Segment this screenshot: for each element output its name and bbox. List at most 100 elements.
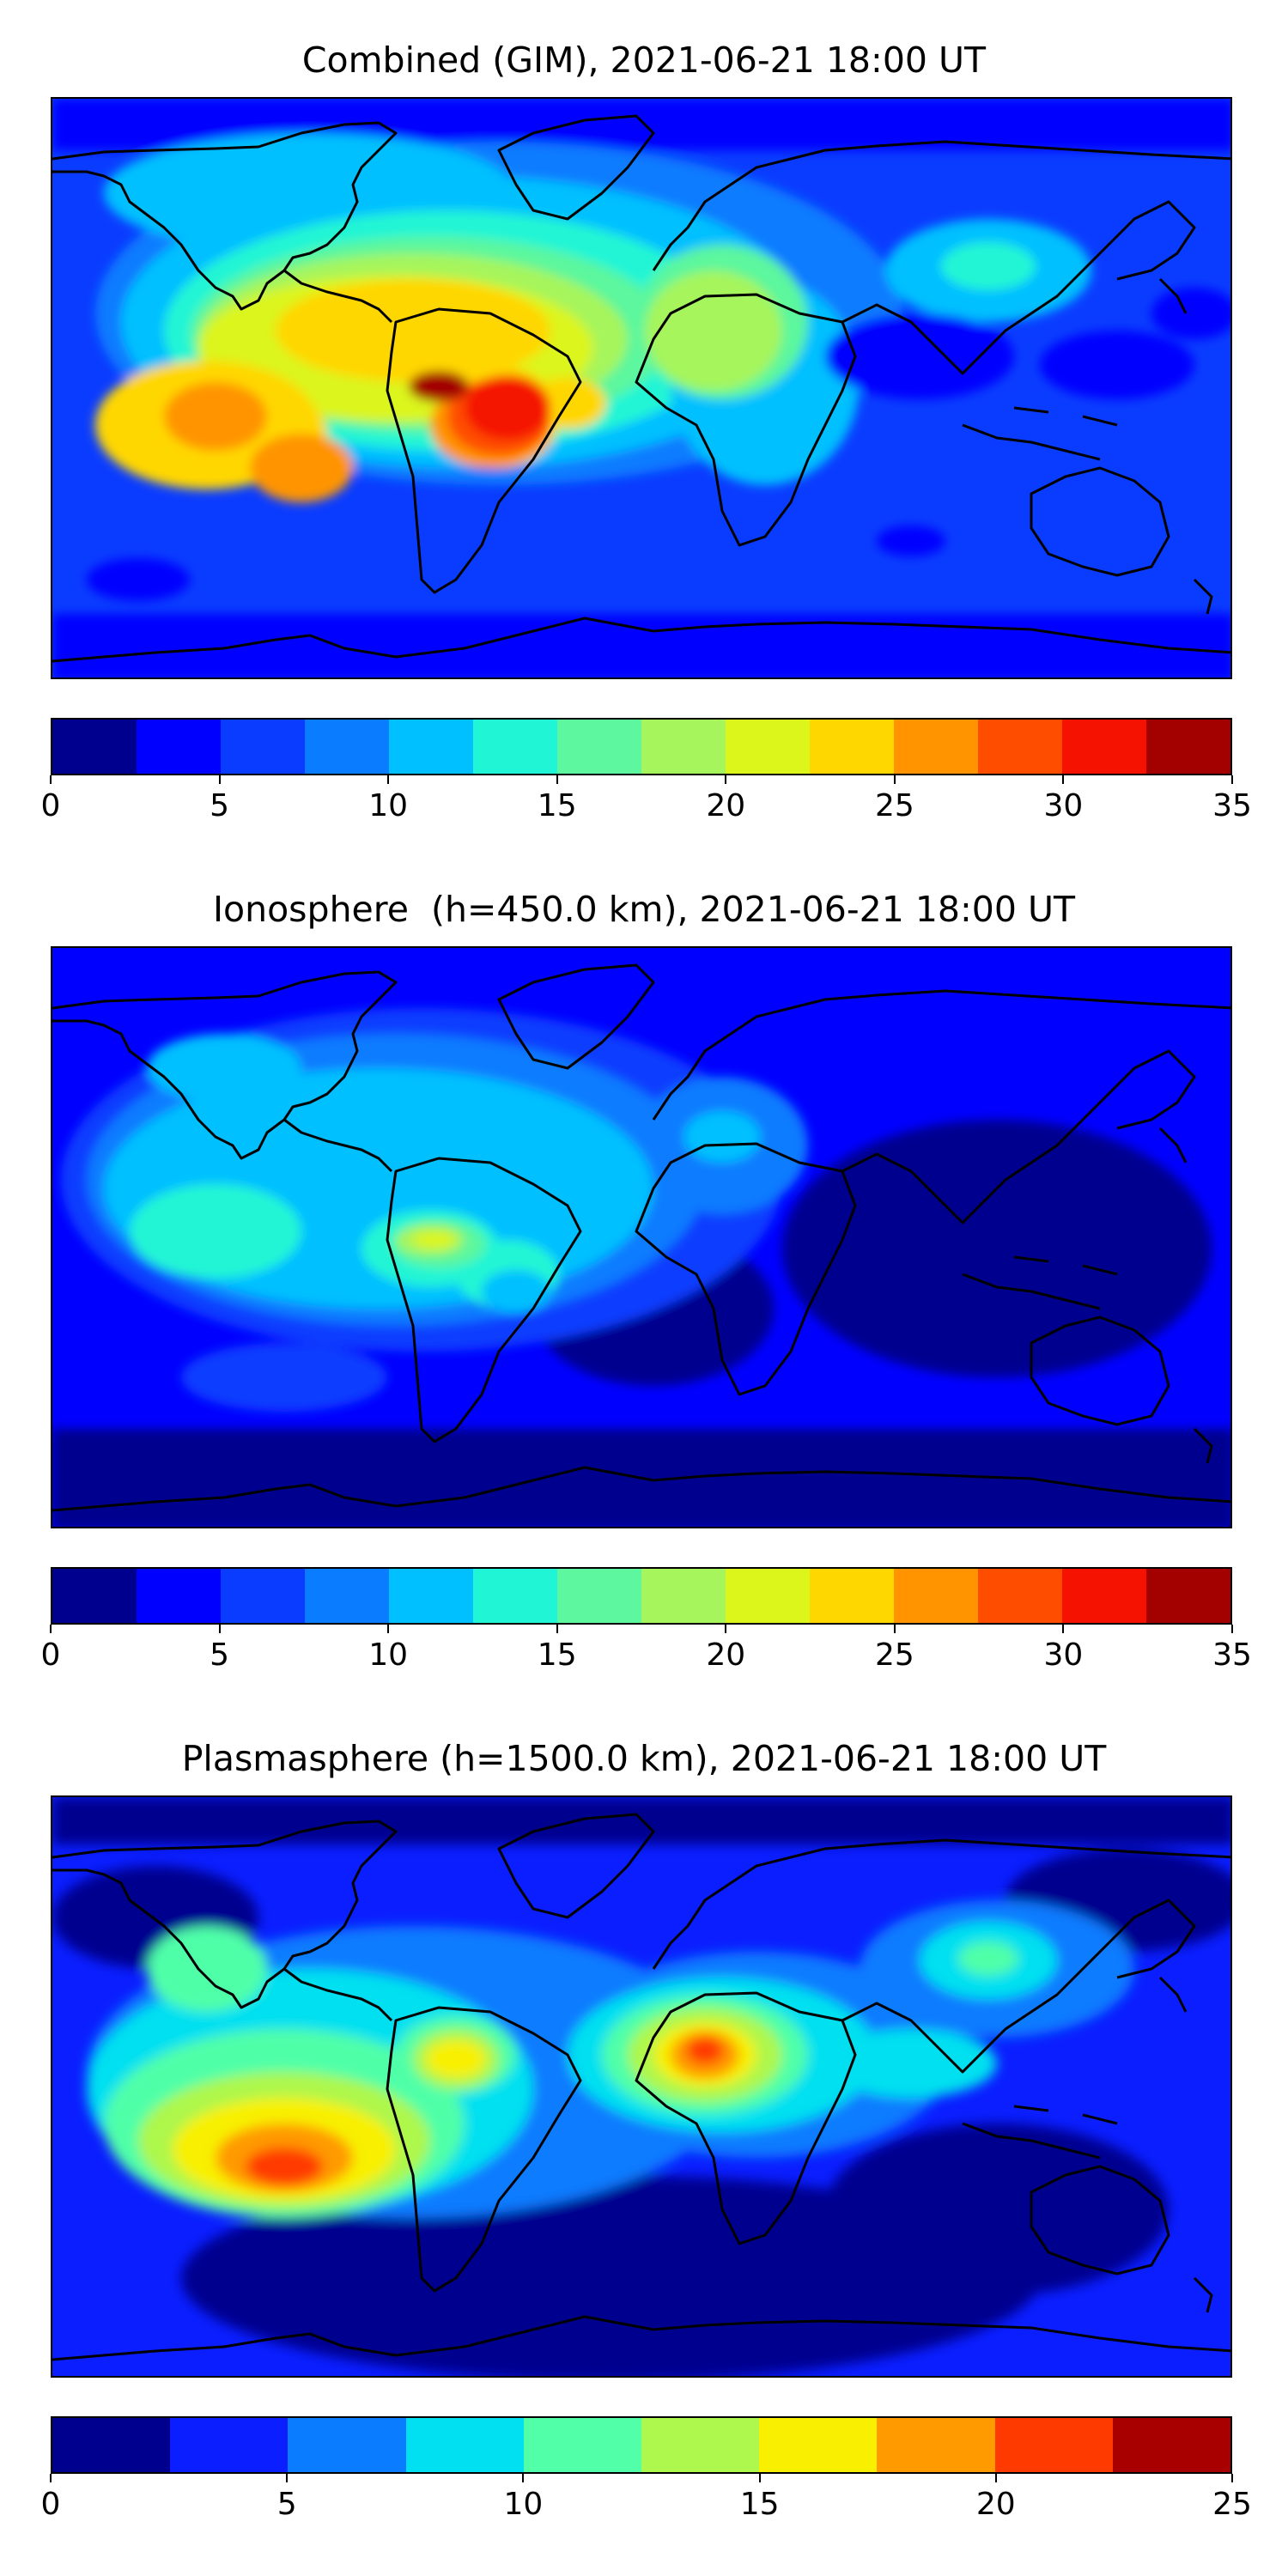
colorbar-segment: [978, 1569, 1062, 1623]
coast-asia: [841, 1899, 1196, 2074]
colorbar-tick-label: 20: [975, 2487, 1016, 2522]
colorbar-segment: [389, 720, 473, 774]
coast-south-america: [386, 1157, 582, 1443]
colorbar-segment: [137, 720, 221, 774]
colorbar-tick-mark: [387, 1625, 390, 1633]
coast-greenland: [497, 114, 655, 221]
colorbar-segment: [557, 720, 641, 774]
colorbar-tick-label: 5: [210, 788, 230, 823]
contour-field: [52, 99, 1230, 677]
colorbar-segment: [877, 2418, 995, 2472]
panel-title: Ionosphere (h=450.0 km), 2021-06-21 18:0…: [212, 889, 1076, 930]
coast-north-america: [52, 121, 398, 311]
colorbar-tick-mark: [1062, 1625, 1065, 1633]
colorbar-tick-label: 35: [1212, 1637, 1252, 1673]
colorbar-segment: [759, 2418, 878, 2472]
colorbar-tick-mark: [893, 775, 896, 784]
coast-nz: [1193, 578, 1213, 615]
colorbar-segment: [305, 1569, 389, 1623]
coast-japan: [1158, 277, 1188, 314]
colorbar-tick-mark: [725, 775, 727, 784]
colorbar-segment: [641, 1569, 726, 1623]
colorbar-segment: [1146, 720, 1230, 774]
coast-antarctica: [52, 617, 1230, 663]
colorbar-segment: [1062, 1569, 1146, 1623]
colorbar-tick-mark: [1231, 1625, 1233, 1633]
colorbar-tick-mark: [286, 2474, 289, 2482]
colorbar-combined: [51, 718, 1232, 775]
tec-map-ionosphere: [51, 946, 1232, 1528]
coast-europe: [652, 140, 1230, 271]
colorbar-segment: [405, 2418, 524, 2472]
coast-africa: [635, 1142, 857, 1396]
colorbar-segment: [523, 2418, 642, 2472]
colorbar-tick-label: 35: [1212, 788, 1252, 823]
tec-map-ionosphere-svg: [52, 948, 1230, 1527]
coast-japan: [1158, 1127, 1188, 1163]
coast-south-america: [386, 2006, 582, 2293]
colorbar-segment: [52, 1569, 137, 1623]
colorbar-segment: [52, 720, 137, 774]
colorbar-tick-label: 5: [276, 2487, 297, 2522]
panel-title: Plasmasphere (h=1500.0 km), 2021-06-21 1…: [181, 1738, 1107, 1779]
colorbar-tick-mark: [1231, 2474, 1233, 2482]
colorbar-tick-label: 0: [40, 2487, 61, 2522]
colorbar-tick-label: 20: [706, 1637, 746, 1673]
colorbar-plasmasphere: [51, 2416, 1232, 2474]
coast-central-america: [283, 1967, 393, 2022]
colorbar-tick-label: 30: [1043, 1637, 1084, 1673]
colorbar-tick-mark: [758, 2474, 761, 2482]
colorbar-tick-label: 25: [874, 1637, 914, 1673]
coast-indonesia: [962, 1255, 1118, 1310]
colorbar-segment: [1062, 720, 1146, 774]
colorbar-segment: [170, 2418, 289, 2472]
coast-indonesia: [962, 2105, 1118, 2160]
panel-title: Combined (GIM), 2021-06-21 18:00 UT: [301, 39, 987, 81]
contour-field: [52, 1797, 1230, 2376]
colorbar-segment: [473, 720, 557, 774]
colorbar-tick-mark: [387, 775, 390, 784]
colorbar-tick-mark: [50, 2474, 52, 2482]
colorbar-segment: [810, 1569, 894, 1623]
tec-map-plasmasphere-svg: [52, 1797, 1230, 2376]
coast-antarctica: [52, 1466, 1230, 1512]
colorbar-tick-label: 10: [368, 1637, 409, 1673]
coastlines: [52, 963, 1230, 1512]
coast-australia: [1030, 2165, 1170, 2275]
colorbar-segment: [52, 2418, 171, 2472]
colorbar-segment: [221, 1569, 305, 1623]
colorbar-segment: [894, 1569, 978, 1623]
coast-australia: [1030, 1315, 1170, 1426]
tec-map-combined-svg: [52, 99, 1230, 677]
colorbar-ticks-ionosphere: 0 5 10 15 20 25 30 35: [41, 1625, 1252, 1676]
colorbar-ticks-plasmasphere: 0 5 10 15 20 25: [41, 2474, 1252, 2525]
coast-asia: [841, 1049, 1196, 1224]
colorbar-tick-mark: [218, 1625, 221, 1633]
colorbar-segment: [726, 1569, 810, 1623]
colorbar-segment: [389, 1569, 473, 1623]
coast-greenland: [497, 1813, 655, 1919]
colorbar-segment: [894, 720, 978, 774]
colorbar-tick-label: 0: [40, 1637, 61, 1673]
colorbar-segment: [473, 1569, 557, 1623]
coast-nz: [1193, 2276, 1213, 2313]
colorbar-tick-mark: [725, 1625, 727, 1633]
coastlines: [52, 1813, 1230, 2361]
colorbar-segment: [305, 720, 389, 774]
colorbar-segment: [1146, 1569, 1230, 1623]
coast-central-america: [283, 269, 393, 324]
colorbar-tick-mark: [522, 2474, 525, 2482]
colorbar-tick-label: 25: [874, 788, 914, 823]
colorbar-segment: [557, 1569, 641, 1623]
colorbar-ionosphere: [51, 1567, 1232, 1625]
coast-nz: [1193, 1427, 1213, 1464]
colorbar-tick-label: 0: [40, 788, 61, 823]
coast-north-america: [52, 1820, 398, 2009]
coast-europe: [652, 1838, 1230, 1970]
colorbar-tick-mark: [50, 1625, 52, 1633]
colorbar-tick-label: 10: [368, 788, 409, 823]
coast-central-america: [283, 1118, 393, 1173]
colorbar-segment: [1112, 2418, 1231, 2472]
tec-map-plasmasphere: [51, 1795, 1232, 2378]
coast-south-america: [386, 307, 582, 594]
